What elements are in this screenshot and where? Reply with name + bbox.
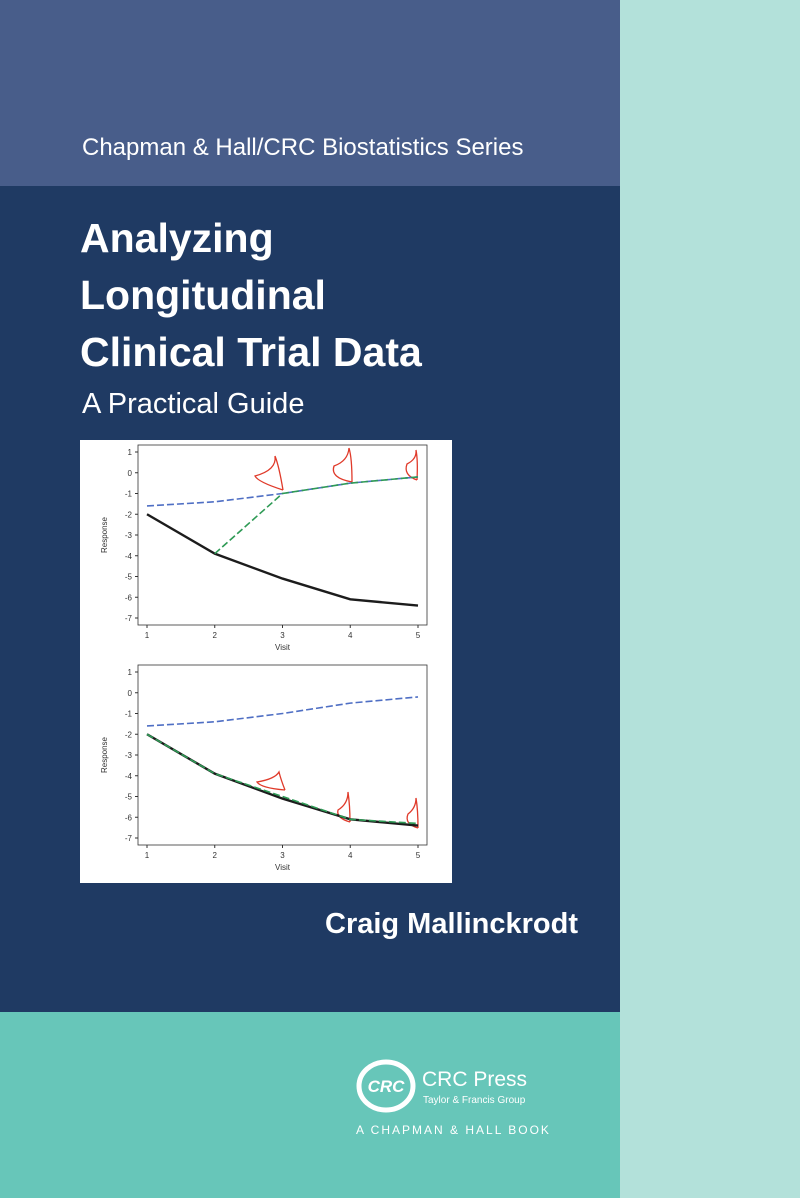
y-tick-label: -4 <box>125 772 133 781</box>
series-line <box>146 696 419 727</box>
y-tick-label: -1 <box>125 710 133 719</box>
title-line: Clinical Trial Data <box>80 329 422 375</box>
title-line: Longitudinal <box>80 272 326 318</box>
y-tick-label: 1 <box>128 668 133 677</box>
y-tick-label: -3 <box>125 751 133 760</box>
x-tick-label: 4 <box>348 631 353 640</box>
y-tick-label: 1 <box>128 448 133 457</box>
x-axis-label: Visit <box>275 863 291 872</box>
y-tick-label: -6 <box>125 813 133 822</box>
y-tick-label: -6 <box>125 593 133 602</box>
curve <box>255 770 286 791</box>
subtitle: A Practical Guide <box>82 388 305 420</box>
author: Craig Mallinckrodt <box>325 908 578 940</box>
y-tick-label: -7 <box>125 614 133 623</box>
publisher-group: Taylor & Francis Group <box>423 1095 526 1106</box>
curve <box>406 797 419 829</box>
y-tick-label: -5 <box>125 793 133 802</box>
x-tick-label: 2 <box>213 851 218 860</box>
bottom-band <box>0 1012 620 1198</box>
y-tick-label: -4 <box>125 552 133 561</box>
y-axis-label: Response <box>100 736 109 773</box>
imprint: A CHAPMAN & HALL BOOK <box>356 1123 551 1137</box>
x-axis-label: Visit <box>275 643 291 652</box>
title: Analyzing Longitudinal Clinical Trial Da… <box>80 210 422 381</box>
curve <box>405 449 418 481</box>
logo-ring <box>356 1059 416 1113</box>
x-tick-label: 4 <box>348 851 353 860</box>
y-tick-label: -2 <box>125 510 133 519</box>
x-tick-label: 2 <box>213 631 218 640</box>
figure-background <box>80 440 452 883</box>
y-tick-label: -5 <box>125 573 133 582</box>
series-line <box>146 733 419 825</box>
logo-text: CRC <box>368 1077 406 1096</box>
y-tick-label: 0 <box>128 469 133 478</box>
figure: 1 0 -1 -2 -3 -4 -5 -6 -7 1 2 3 4 5 Visit Response 1 0 -1 -2… <box>80 440 452 883</box>
curve <box>254 455 284 491</box>
x-tick-label: 1 <box>145 851 150 860</box>
x-tick-label: 1 <box>145 631 150 640</box>
x-tick-label: 5 <box>416 851 421 860</box>
x-tick-label: 3 <box>280 851 285 860</box>
y-tick-label: -7 <box>125 834 133 843</box>
y-tick-label: -2 <box>125 730 133 739</box>
series-name: Chapman & Hall/CRC Biostatistics Series <box>82 134 524 161</box>
publisher-logo: CRC <box>356 1059 416 1113</box>
curve <box>332 447 353 483</box>
x-tick-label: 5 <box>416 631 421 640</box>
y-tick-label: -1 <box>125 490 133 499</box>
y-tick-label: 0 <box>128 689 133 698</box>
y-tick-label: -3 <box>125 531 133 540</box>
x-tick-label: 3 <box>280 631 285 640</box>
publisher-name: CRC Press <box>422 1068 528 1091</box>
series-line <box>214 476 419 555</box>
title-line: Analyzing <box>80 215 274 261</box>
series-band <box>0 0 620 186</box>
series-line <box>146 513 419 607</box>
y-axis-label: Response <box>100 516 109 553</box>
